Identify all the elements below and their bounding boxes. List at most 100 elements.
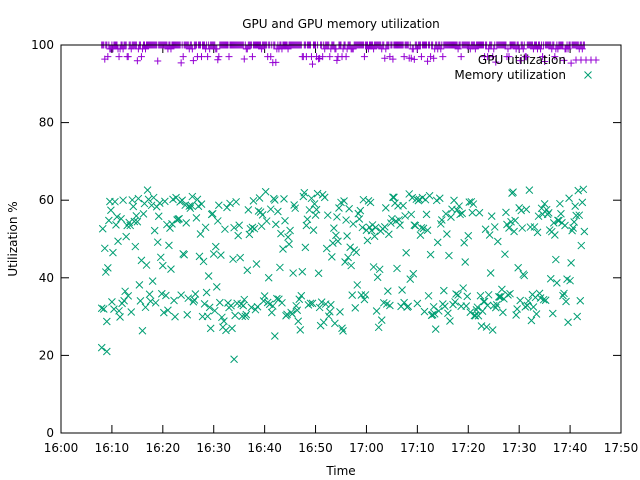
memory-point xyxy=(202,288,211,297)
memory-point xyxy=(200,300,209,308)
memory-point xyxy=(559,291,567,300)
memory-point xyxy=(532,310,541,318)
gpu-point xyxy=(215,53,223,61)
gpu-point xyxy=(204,53,212,61)
y-tick-label: 60 xyxy=(39,193,54,207)
memory-point xyxy=(252,260,261,268)
memory-point xyxy=(313,189,322,198)
gpu-point xyxy=(349,45,357,53)
memory-point xyxy=(372,307,381,315)
memory-point xyxy=(560,289,568,298)
memory-point xyxy=(135,281,144,289)
memory-point xyxy=(380,222,389,231)
memory-point xyxy=(145,290,154,299)
gpu-point xyxy=(127,45,135,53)
memory-point xyxy=(258,210,267,219)
x-tick-labels: 16:00 16:10 16:20 16:30 16:40 16:50 17:00 17:10… xyxy=(44,441,639,455)
memory-point xyxy=(183,310,192,319)
memory-point xyxy=(477,322,486,330)
memory-point xyxy=(240,295,249,304)
gpu-point xyxy=(360,53,368,61)
memory-point xyxy=(122,232,131,241)
memory-point xyxy=(413,299,422,308)
memory-point xyxy=(142,261,151,269)
memory-point xyxy=(520,271,529,280)
memory-point xyxy=(331,319,339,328)
memory-point xyxy=(154,212,163,221)
memory-point xyxy=(297,291,306,300)
memory-point xyxy=(308,299,317,308)
memory-point xyxy=(270,332,279,340)
gpu-point xyxy=(407,54,415,62)
memory-point xyxy=(569,224,577,232)
memory-point xyxy=(480,297,489,306)
legend-label-memory: Memory utilization xyxy=(454,68,566,82)
memory-point xyxy=(553,279,561,287)
memory-point xyxy=(255,194,264,202)
memory-point xyxy=(157,289,166,298)
legend-label-gpu: GPU utilization xyxy=(478,53,566,67)
memory-point xyxy=(505,224,513,232)
memory-point xyxy=(250,224,259,233)
memory-point xyxy=(445,251,453,260)
memory-point xyxy=(425,191,434,200)
memory-point xyxy=(128,196,137,204)
y-tick-label: 100 xyxy=(31,38,54,52)
memory-point xyxy=(571,202,580,210)
memory-point xyxy=(232,197,240,206)
memory-point xyxy=(355,215,364,223)
memory-point xyxy=(329,239,337,247)
memory-point xyxy=(441,302,449,311)
memory-point xyxy=(199,257,208,266)
memory-point xyxy=(212,283,221,291)
memory-point xyxy=(570,218,579,226)
memory-point xyxy=(576,296,585,305)
gpu-point xyxy=(133,57,141,65)
memory-point xyxy=(539,295,548,304)
memory-point xyxy=(213,217,222,225)
memory-point xyxy=(339,327,347,335)
memory-point xyxy=(347,261,356,270)
memory-point xyxy=(397,302,405,311)
memory-point xyxy=(324,312,333,321)
memory-point xyxy=(383,287,392,296)
x-tick-label: 17:10 xyxy=(400,441,435,455)
memory-point xyxy=(513,305,521,313)
gpu-point xyxy=(564,45,572,53)
memory-point xyxy=(312,205,321,214)
memory-point xyxy=(248,223,257,232)
memory-point xyxy=(426,250,435,259)
gpu-point xyxy=(278,45,286,53)
memory-point xyxy=(411,221,420,230)
memory-point xyxy=(439,286,448,295)
gpu-point xyxy=(424,57,432,65)
legend-marker-memory xyxy=(584,71,592,79)
memory-point xyxy=(575,211,584,220)
memory-point xyxy=(568,226,576,235)
memory-point xyxy=(333,213,341,221)
memory-point xyxy=(253,302,262,311)
memory-point xyxy=(103,264,112,272)
memory-point xyxy=(124,292,133,300)
memory-point xyxy=(381,204,390,212)
chart-title: GPU and GPU memory utilization xyxy=(242,17,440,31)
memory-point xyxy=(285,240,293,249)
gpu-point xyxy=(206,45,214,53)
gpu-point xyxy=(188,45,196,53)
memory-point xyxy=(514,263,523,272)
memory-point xyxy=(431,325,440,333)
memory-point xyxy=(429,302,438,311)
memory-point xyxy=(214,201,223,210)
memory-point xyxy=(295,295,304,304)
gpu-point xyxy=(400,53,408,61)
memory-point xyxy=(405,190,414,198)
memory-point xyxy=(127,308,136,316)
memory-point xyxy=(475,208,484,217)
memory-point xyxy=(279,245,287,253)
memory-point xyxy=(487,212,496,220)
memory-point xyxy=(294,317,303,326)
x-tick-label: 16:20 xyxy=(146,441,181,455)
gpu-point xyxy=(454,45,462,53)
memory-point xyxy=(325,307,334,316)
memory-point xyxy=(236,253,245,262)
